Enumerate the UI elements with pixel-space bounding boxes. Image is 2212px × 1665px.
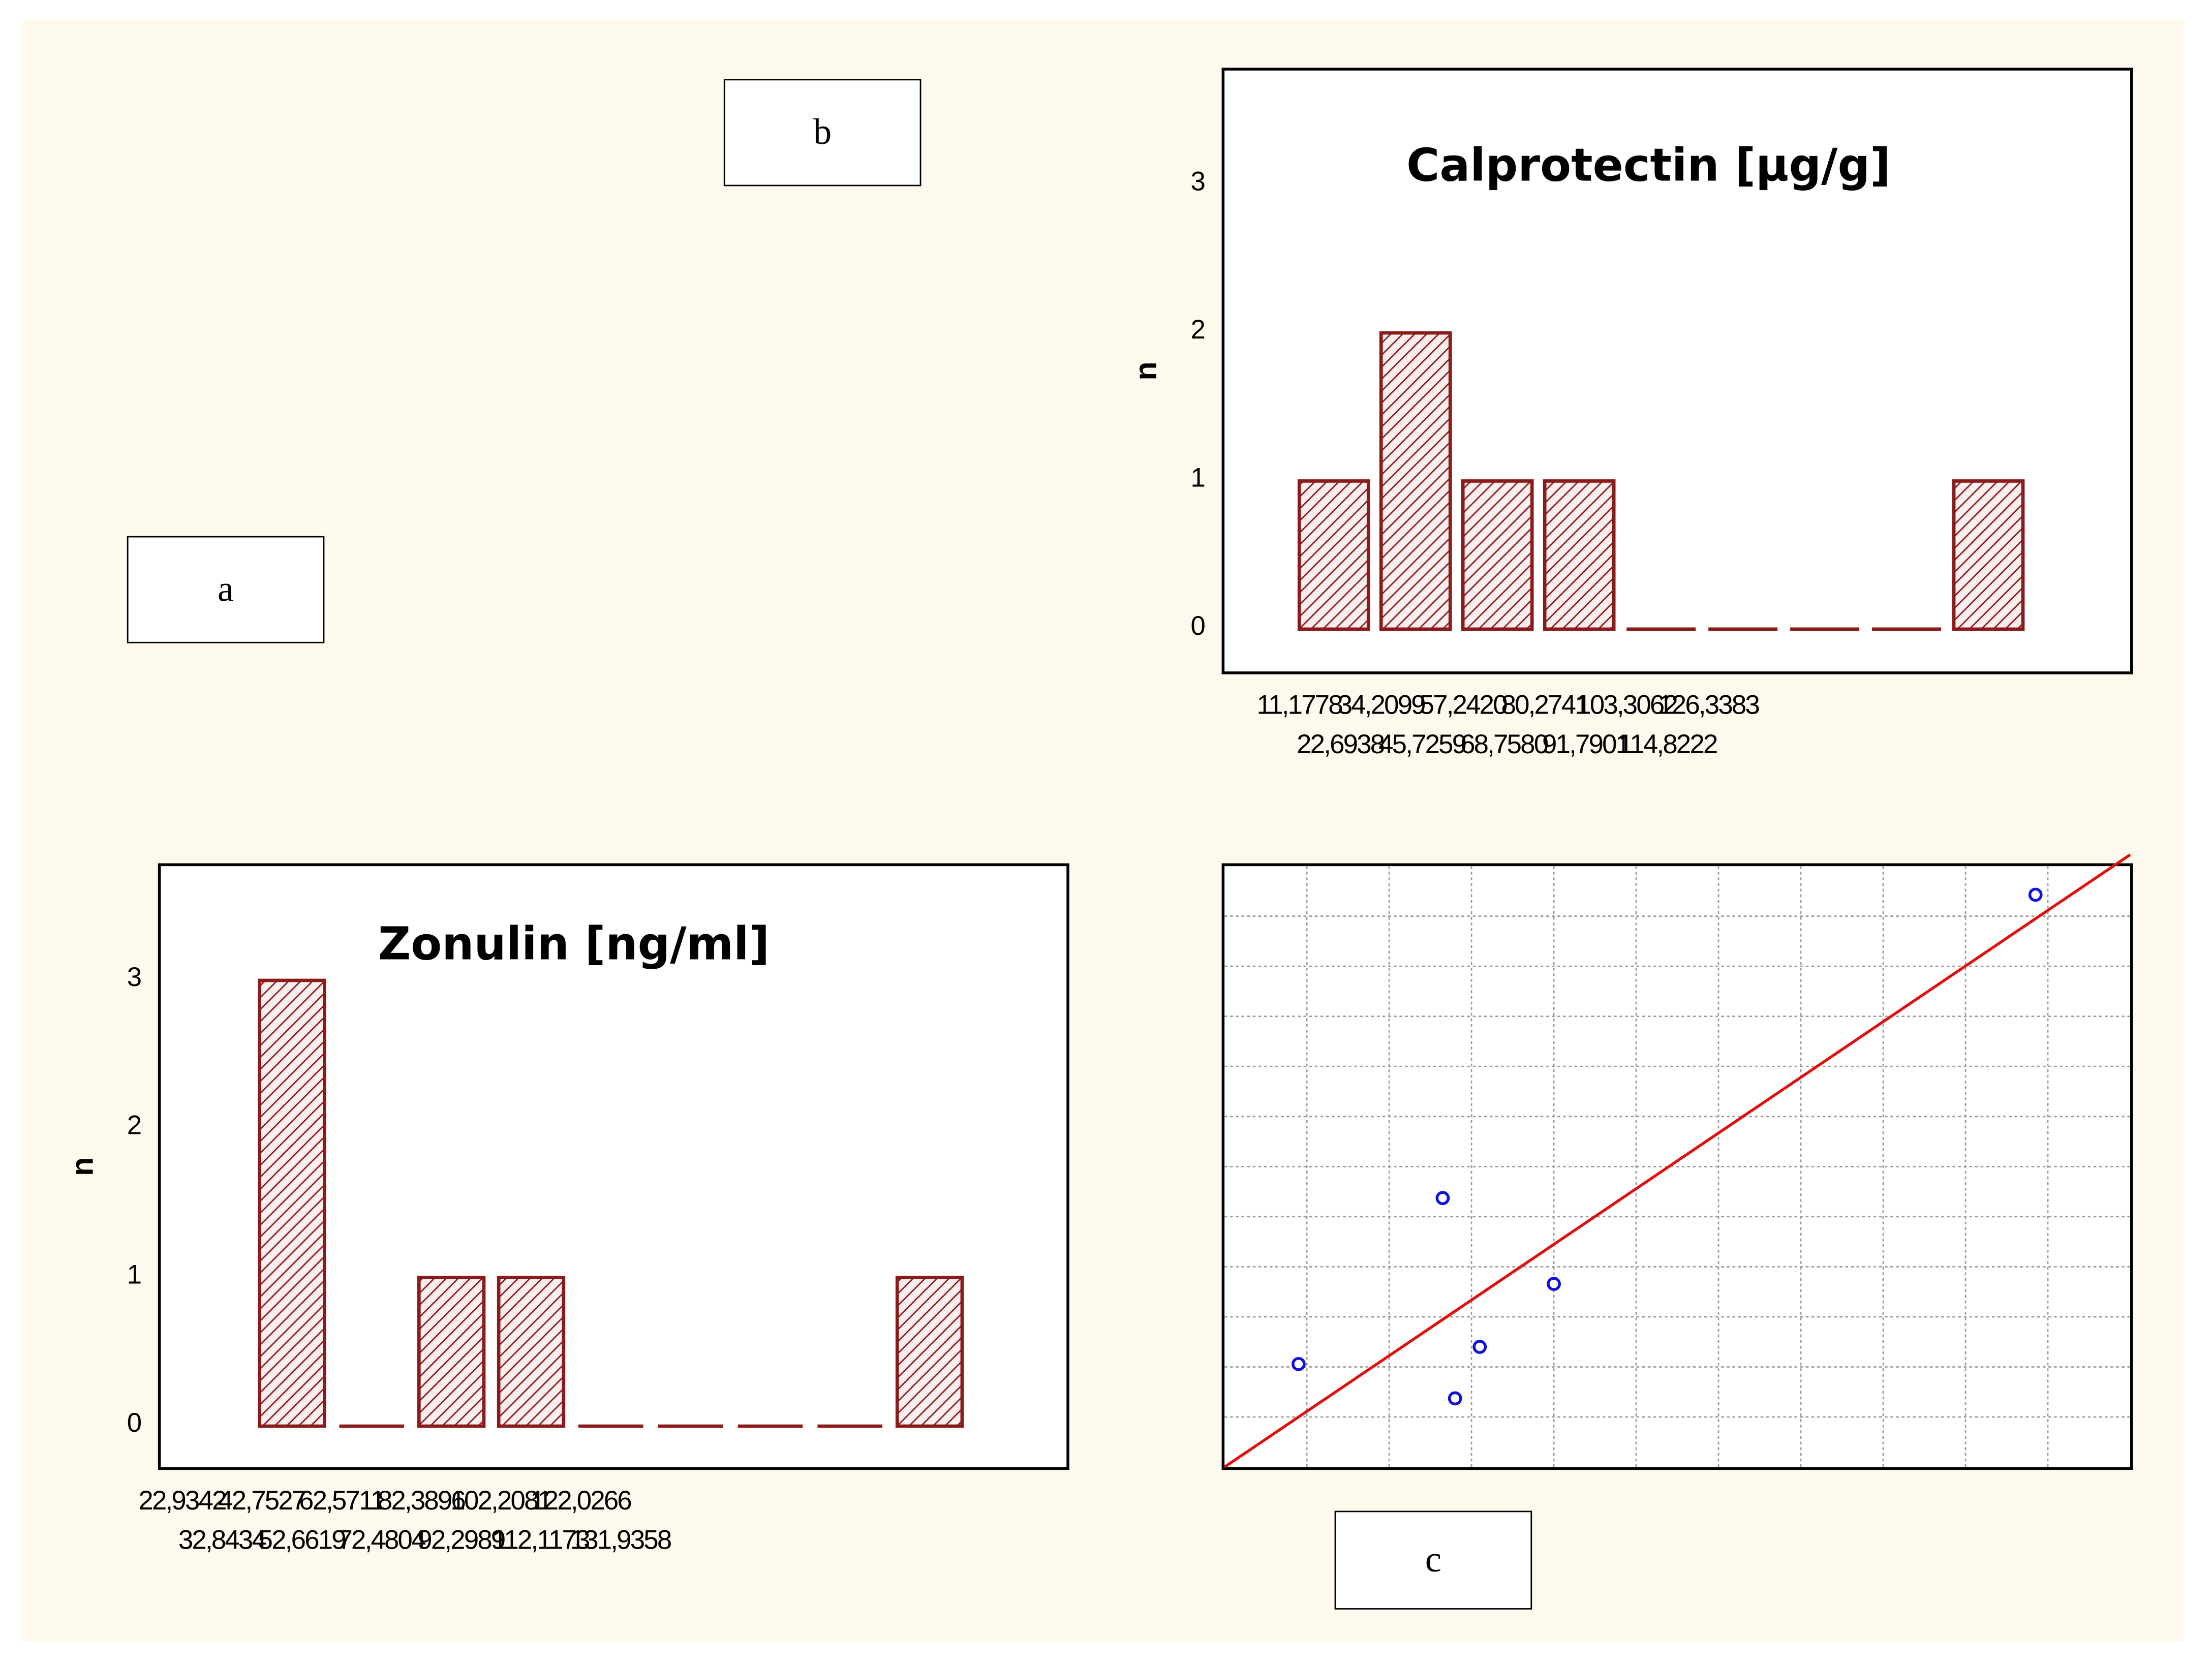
calprotectin-bar <box>1543 479 1616 631</box>
panel-label-c: c <box>1334 1510 1532 1610</box>
scatter-point <box>1448 1391 1462 1406</box>
zonulin-bar <box>417 1276 486 1428</box>
zonulin-x-tick-label: 62,5711 <box>299 1487 385 1517</box>
zonulin-y-tick-label: 2 <box>127 1112 142 1142</box>
calprotectin-bar <box>1952 479 2025 631</box>
zonulin-x-tick-label: 131,9358 <box>570 1526 672 1556</box>
calprotectin-chart-title: Calprotectin [µg/g] <box>1406 138 1891 192</box>
calprotectin-x-tick-label: 45,7259 <box>1378 730 1467 760</box>
panel-label-a: a <box>127 536 325 643</box>
calprotectin-bar <box>1461 479 1534 631</box>
scatter-regression-line <box>1223 853 2131 1468</box>
panel-label-b: b <box>723 79 921 187</box>
calprotectin-y-tick-label: 0 <box>1190 612 1206 642</box>
zonulin-x-tick-label: 52,6619 <box>258 1526 347 1556</box>
zonulin-x-tick-label: 102,2081 <box>450 1487 552 1517</box>
zonulin-chart-title: Zonulin [ng/ml] <box>378 917 770 971</box>
scatter-point <box>1292 1356 1306 1371</box>
calprotectin-histogram-frame <box>1221 68 2133 674</box>
scatter-point <box>1435 1191 1450 1206</box>
calprotectin-y-tick-label: 2 <box>1190 316 1206 346</box>
zonulin-x-tick-label: 32,8434 <box>178 1526 267 1556</box>
scatter-point <box>1547 1277 1561 1291</box>
zonulin-x-tick-label: 22,9342 <box>138 1487 227 1517</box>
calprotectin-x-tick-label: 57,2420 <box>1419 691 1508 721</box>
calprotectin-x-tick-label: 22,6938 <box>1297 730 1385 760</box>
zonulin-x-tick-label: 72,4804 <box>337 1526 426 1556</box>
zonulin-x-tick-label: 112,1173 <box>492 1526 591 1556</box>
zonulin-x-tick-label: 92,2989 <box>417 1526 506 1556</box>
zonulin-y-tick-label: 3 <box>127 963 142 993</box>
calprotectin-bar <box>1297 479 1370 631</box>
calprotectin-x-tick-label: 11,1778 <box>1256 691 1343 721</box>
calprotectin-x-tick-label: 80,2741 <box>1501 691 1590 721</box>
calprotectin-x-tick-label: 91,7901 <box>1542 730 1631 760</box>
zonulin-bar <box>497 1276 566 1428</box>
zonulin-x-tick-label: 82,3896 <box>377 1487 466 1517</box>
calprotectin-bar <box>1379 331 1452 631</box>
zonulin-x-tick-label: 42,7527 <box>218 1487 306 1517</box>
zonulin-y-tick-label: 1 <box>127 1260 142 1290</box>
zonulin-x-tick-label: 122,0266 <box>530 1487 632 1517</box>
zonulin-bar <box>258 978 326 1428</box>
zonulin-y-tick-label: 0 <box>127 1409 142 1439</box>
calprotectin-x-tick-label: 103,3062 <box>1576 691 1678 721</box>
scatter-point <box>2028 887 2043 902</box>
calprotectin-y-tick-label: 1 <box>1190 464 1206 494</box>
calprotectin-x-tick-label: 114,8222 <box>1618 730 1718 760</box>
scatter-point <box>1472 1340 1487 1354</box>
calprotectin-y-tick-label: 3 <box>1190 168 1206 198</box>
zonulin-bar <box>895 1276 964 1428</box>
calprotectin-x-tick-label: 126,3383 <box>1658 691 1760 721</box>
calprotectin-x-tick-label: 34,2099 <box>1337 691 1426 721</box>
calprotectin-x-tick-label: 68,7580 <box>1460 730 1549 760</box>
